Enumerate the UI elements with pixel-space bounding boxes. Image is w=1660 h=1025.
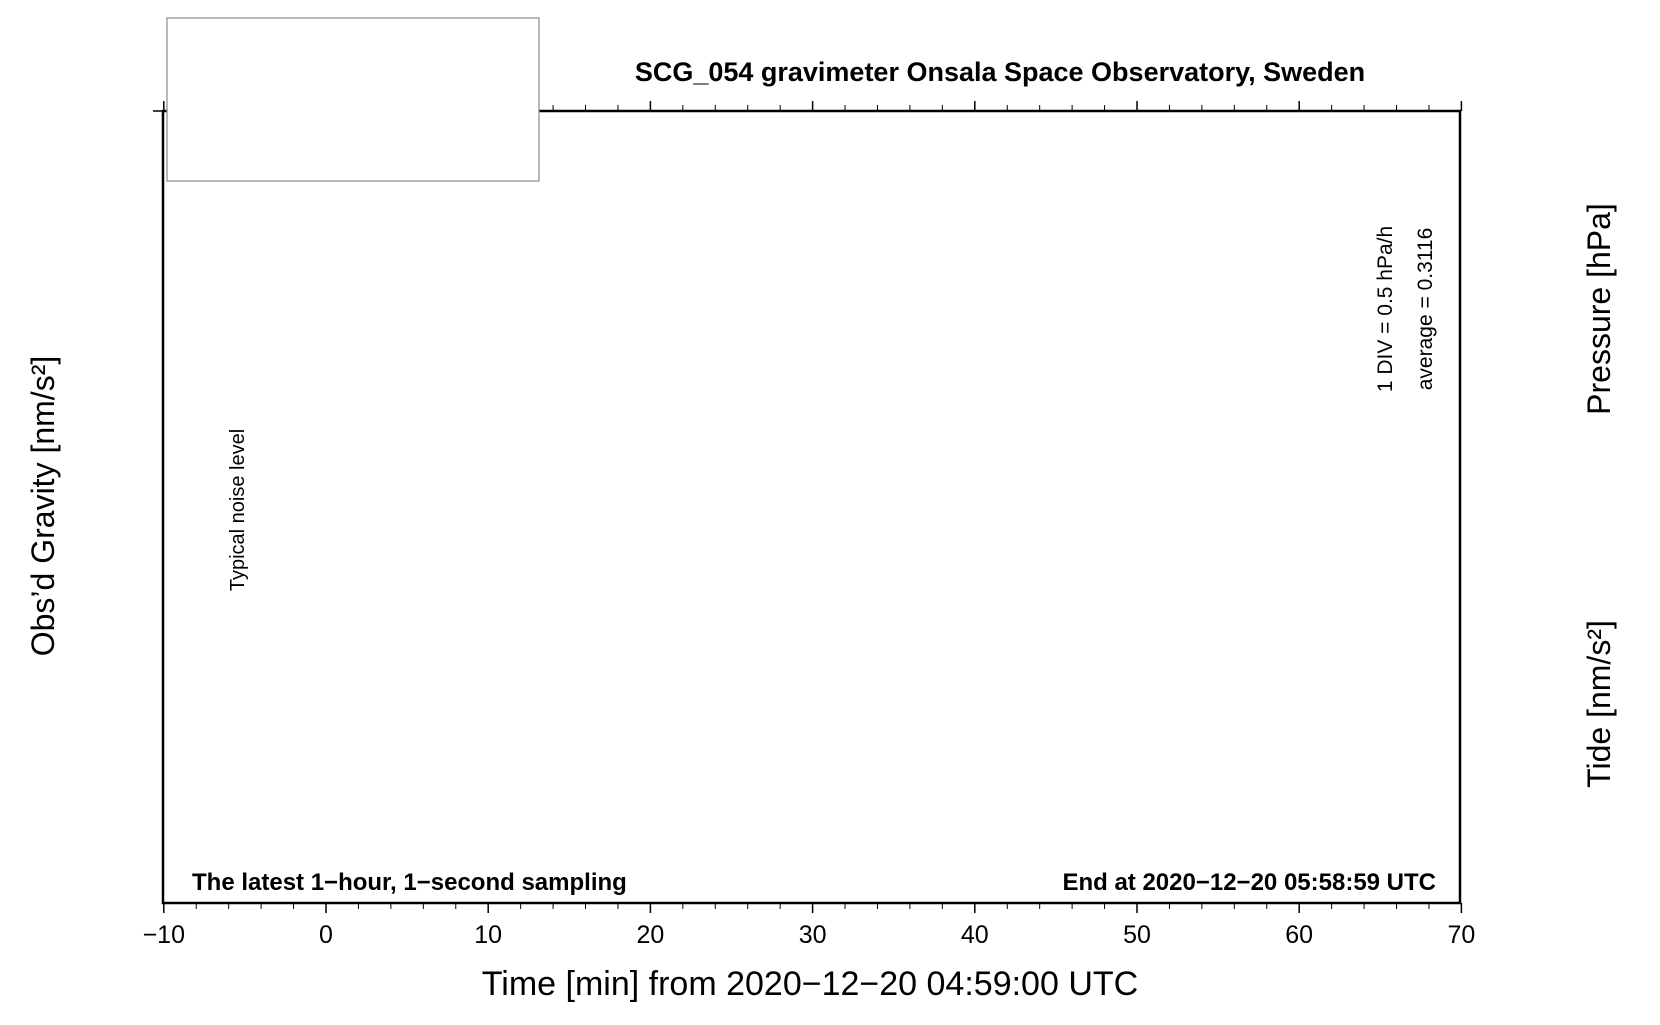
x-tick-label: 50 — [1123, 921, 1151, 949]
annotation-bottom-right: End at 2020−12−20 05:58:59 UTC — [1062, 869, 1436, 896]
x-axis-label: Time [min] from 2020−12−20 04:59:00 UTC — [482, 965, 1138, 1003]
axes: −10 0 10 20 30 40 50 60 70 — [143, 101, 1475, 949]
y-axis-label-left: Obs’d Gravity [nm/s²] — [25, 356, 61, 657]
x-tick-label: 20 — [636, 921, 664, 949]
x-tick-label: 40 — [961, 921, 989, 949]
x-tick-label: 30 — [799, 921, 827, 949]
x-tick-label: 0 — [319, 921, 333, 949]
x-tick-label: 10 — [474, 921, 502, 949]
legend-box — [166, 17, 540, 182]
dpdt-average-label: average = 0.3116 — [1414, 228, 1437, 391]
noise-level-label: Typical noise level — [227, 429, 249, 591]
y-axis-label-pressure: Pressure [hPa] — [1581, 203, 1617, 415]
dpdt-scale-label: 1 DIV = 0.5 hPa/h — [1374, 226, 1397, 392]
legend — [166, 17, 540, 182]
y-axis-label-tide: Tide [nm/s²] — [1581, 620, 1617, 788]
x-tick-label: 70 — [1447, 921, 1475, 949]
plot-frame — [161, 109, 1462, 905]
x-tick-label: 60 — [1285, 921, 1313, 949]
x-tick-label: −10 — [143, 921, 185, 949]
annotation-bottom-left: The latest 1−hour, 1−second sampling — [192, 869, 627, 896]
chart-title: SCG_054 gravimeter Onsala Space Observat… — [635, 57, 1365, 87]
